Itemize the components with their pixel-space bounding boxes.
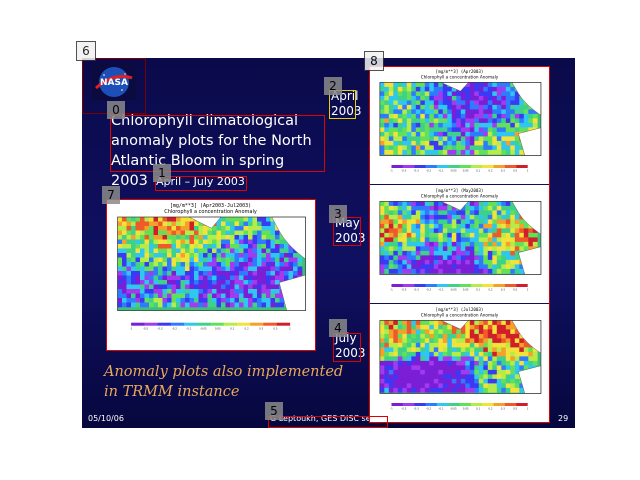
plot-july: [mg/m**3] (Jul2003) Chlorophyll a concent… [370,304,549,422]
annotation-box-3 [333,217,361,246]
annotation-tag-2: 2 [324,77,342,95]
plot-title: Chlorophyll a concentration Anomaly [421,193,499,198]
colorbar-tick: 0.05 [215,326,221,330]
plot-title: Chlorophyll a concentration Anomaly [421,312,499,317]
annotation-box-8 [369,66,550,423]
colorbar-tick: -0.1 [438,407,443,411]
colorbar-tick: -0.2 [426,169,431,173]
colorbar-tick: 0.1 [476,288,480,292]
colorbar-tick: 0.1 [230,326,234,330]
slide-note: Anomaly plots also implemented in TRMM i… [104,364,344,400]
colorbar-tick: -0.05 [450,288,457,292]
colorbar-tick: -0.3 [157,326,162,330]
colorbar-tick: -0.1 [438,288,443,292]
colorbar: -1 -0.5 -0.3 -0.2 -0.1 -0.05 0.05 0.1 0.2 0.3 0.5 1 [390,403,529,411]
annotation-tag-7: 7 [102,186,120,204]
colorbar-tick: 0.2 [245,326,249,330]
annotation-box-7 [106,199,316,351]
footer-author: G Leptoukh, GES DISC seminar [270,414,394,423]
colorbar-tick: 0.5 [513,288,517,292]
colorbar: -1 -0.5 -0.3 -0.2 -0.1 -0.05 0.05 0.1 0.2 0.3 0.5 1 [390,284,529,292]
annotation-tag-8: 8 [364,51,384,71]
colorbar-tick: -0.2 [426,288,431,292]
footer-page-number: 29 [558,414,569,423]
colorbar: -1 -0.5 -0.3 -0.2 -0.1 -0.05 0.05 0.1 0.2 0.3 0.5 1 [130,322,291,330]
colorbar-tick: 0.5 [513,407,517,411]
colorbar-tick: 0.05 [463,288,469,292]
colorbar-tick: 1 [527,169,529,173]
plot-title: Chlorophyll a concentration Anomaly [421,74,499,79]
annotation-box-0 [110,115,325,172]
colorbar-tick: 0.2 [488,169,492,173]
annotation-tag-1: 1 [153,164,171,182]
colorbar-tick: -0.1 [438,169,443,173]
colorbar-tick: -0.3 [414,169,419,173]
colorbar-tick: -0.5 [401,288,406,292]
colorbar-tick: 0.2 [488,288,492,292]
colorbar-tick: -0.5 [401,407,406,411]
month-label-april-year: 2003 [331,104,362,118]
anomaly-map [379,201,542,275]
plot-header: [mg/m**3] (Apr2003) [436,69,484,74]
month-label-july-year: 2003 [335,346,366,360]
colorbar-tick: 1 [527,288,529,292]
colorbar-tick: -0.3 [414,407,419,411]
annotation-tag-4: 4 [329,319,347,337]
colorbar-tick: 1 [289,326,291,330]
month-label-may-year: 2003 [335,231,366,245]
footer-date: 05/10/06 [88,414,124,423]
colorbar-tick: -1 [130,326,133,330]
plot-header: [mg/m**3] (May2003) [436,188,484,193]
colorbar-tick: 0.05 [463,407,469,411]
colorbar-tick: -0.2 [172,326,177,330]
colorbar-tick: -1 [390,288,393,292]
slide-subtitle: April – July 2003 [156,175,245,188]
anomaly-map [379,82,542,156]
annotation-tag-5: 5 [265,402,283,420]
plot-title: Chlorophyll a concentration Anomaly [164,209,257,215]
nasa-logo: NASA [92,64,136,100]
plot-april: [mg/m**3] (Apr2003) Chlorophyll a concent… [370,66,549,184]
slide-title: Chlorophyll climatological anomaly plots… [111,113,312,189]
annotation-box-2 [329,90,356,119]
annotation-tag-6: 6 [76,41,96,61]
colorbar-tick: 0.2 [488,407,492,411]
colorbar-tick: -0.05 [450,407,457,411]
colorbar-tick: 0.05 [463,169,469,173]
colorbar-tick: 0.5 [273,326,277,330]
colorbar-tick: 0.3 [501,407,505,411]
nasa-logo-text: NASA [100,78,128,88]
colorbar-tick: -1 [390,169,393,173]
colorbar-tick: -0.5 [401,169,406,173]
colorbar-tick: 0.1 [476,169,480,173]
colorbar-tick: -0.3 [414,288,419,292]
plot-header: [mg/m**3] (Apr2003-Jul2003) [170,203,251,209]
colorbar-tick: 1 [527,407,529,411]
anomaly-map [379,320,542,394]
colorbar-tick: -0.05 [200,326,207,330]
colorbar-tick: -0.1 [186,326,191,330]
colorbar: -1 -0.5 -0.3 -0.2 -0.1 -0.05 0.05 0.1 0.2 0.3 0.5 1 [390,165,529,173]
colorbar-tick: -0.2 [426,407,431,411]
colorbar-tick: 0.3 [259,326,263,330]
anomaly-map [117,216,306,311]
annotation-tag-3: 3 [329,205,347,223]
annotation-tag-0: 0 [107,101,125,119]
plot-header: [mg/m**3] (Jul2003) [436,307,484,312]
colorbar-tick: 0.3 [501,288,505,292]
annotation-box-1 [155,176,247,191]
plot-apr-jul: [mg/m**3] (Apr2003-Jul2003) Chlorophyll a… [106,199,315,350]
annotation-box-4 [333,333,361,362]
colorbar-tick: -1 [390,407,393,411]
plot-may: [mg/m**3] (May2003) Chlorophyll a concent… [370,185,549,303]
colorbar-tick: 0.3 [501,169,505,173]
colorbar-tick: -0.05 [450,169,457,173]
colorbar-tick: 0.1 [476,407,480,411]
colorbar-tick: 0.5 [513,169,517,173]
colorbar-tick: -0.5 [143,326,148,330]
